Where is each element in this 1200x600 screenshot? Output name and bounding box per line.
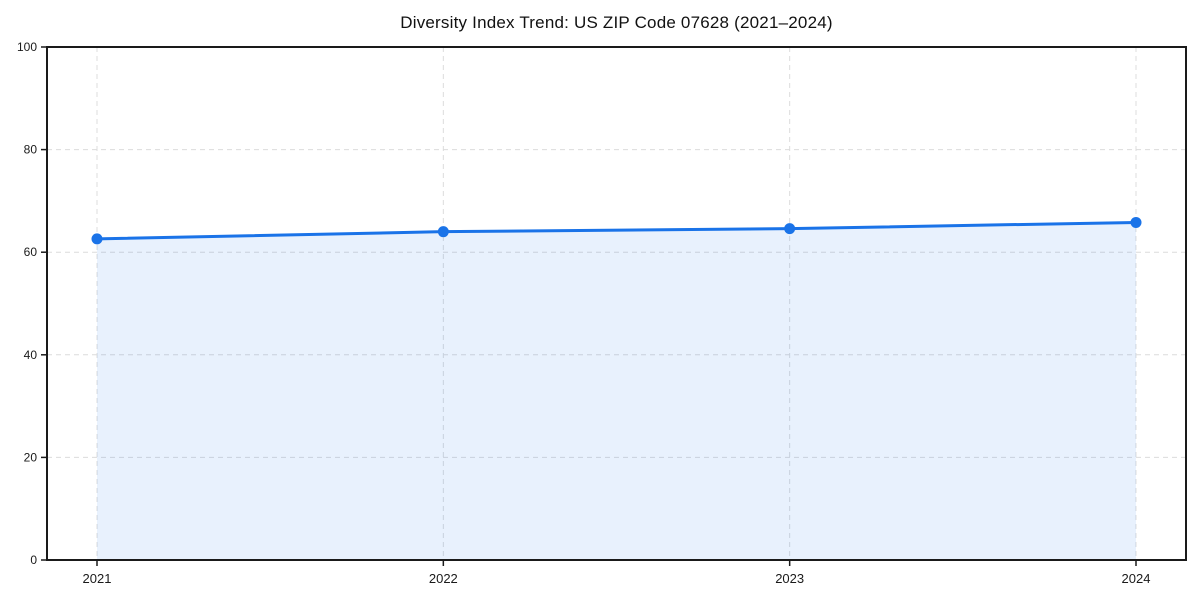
y-tick-label: 40 xyxy=(24,348,38,362)
x-tick-label: 2021 xyxy=(83,571,112,586)
y-tick-label: 20 xyxy=(24,450,38,464)
data-point-marker xyxy=(784,223,796,235)
y-tick-label: 60 xyxy=(24,245,38,259)
plot-border xyxy=(46,46,1187,561)
data-point-marker xyxy=(1130,216,1142,228)
area-fill xyxy=(97,222,1136,561)
y-tick-label: 0 xyxy=(30,553,37,567)
y-tick-label: 100 xyxy=(17,40,37,54)
data-point-marker xyxy=(91,233,103,245)
x-tick-label: 2022 xyxy=(429,571,458,586)
trend-line xyxy=(95,220,1138,241)
x-tick-label: 2024 xyxy=(1122,571,1151,586)
data-point-marker xyxy=(437,226,449,238)
x-tick-label: 2023 xyxy=(775,571,804,586)
chart-title: Diversity Index Trend: US ZIP Code 07628… xyxy=(400,13,833,32)
y-tick-label: 80 xyxy=(24,143,38,157)
